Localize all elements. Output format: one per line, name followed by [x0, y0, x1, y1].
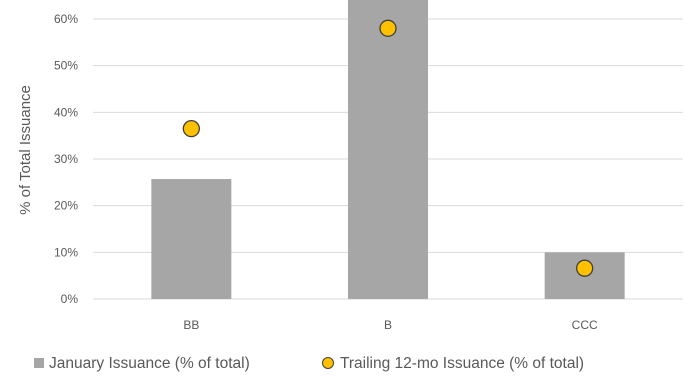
bar-series — [151, 0, 625, 299]
legend-swatch-marker — [322, 357, 334, 369]
marker-series — [182, 19, 594, 277]
legend-label-marker: Trailing 12-mo Issuance (% of total) — [340, 355, 584, 372]
y-tick-label: 60% — [54, 12, 78, 26]
y-axis-title: % of Total Issuance — [17, 85, 34, 215]
category-label-bb: BB — [183, 318, 199, 332]
y-tick-label: 50% — [54, 59, 78, 73]
legend-label-bar: January Issuance (% of total) — [49, 355, 250, 372]
y-tick-label: 0% — [61, 292, 79, 306]
y-axis-tick-labels: 0% 10% 20% 30% 40% 50% 60% — [54, 12, 78, 306]
y-tick-label: 20% — [54, 199, 78, 213]
y-tick-label: 10% — [54, 245, 78, 259]
legend-swatch-bar — [34, 358, 44, 368]
category-label-b: B — [384, 318, 392, 332]
bar-bb — [151, 179, 232, 299]
bar-b — [348, 0, 428, 299]
legend: January Issuance (% of total) Trailing 1… — [34, 355, 584, 372]
category-label-ccc: CCC — [572, 318, 598, 332]
y-tick-label: 40% — [54, 105, 78, 119]
x-axis-category-labels: BB B CCC — [183, 318, 598, 332]
marker-b — [379, 19, 397, 37]
marker-bb — [182, 120, 200, 138]
marker-ccc — [576, 259, 594, 277]
y-tick-label: 30% — [54, 152, 78, 166]
